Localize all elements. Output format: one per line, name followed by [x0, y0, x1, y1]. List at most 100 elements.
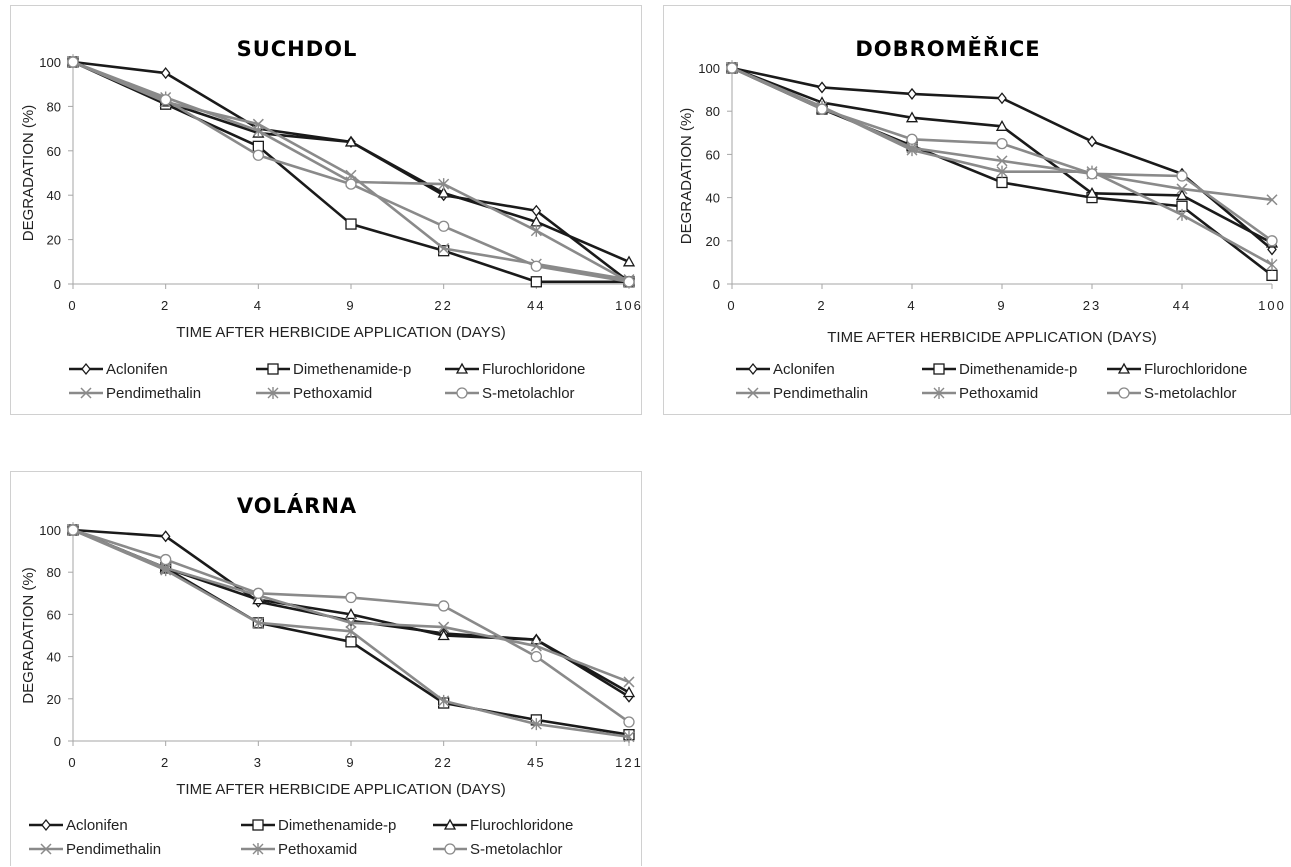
legend-label: Pethoxamid — [278, 841, 357, 858]
legend-label: Dimethenamide-p — [293, 361, 411, 378]
x-tick-label: 3 — [254, 755, 263, 770]
legend-marker-dimethenamide-p — [934, 364, 944, 374]
legend-item-pendimethalin: Pendimethalin — [736, 385, 868, 402]
chart-svg-volarna: VOLÁRNA0204060801000 2 3 9 22 45 121TIME AFTER… — [11, 472, 643, 867]
legend-label: Pendimethalin — [66, 841, 161, 858]
chart-title: VOLÁRNA — [237, 493, 357, 518]
y-tick-label: 80 — [47, 99, 61, 114]
series-line-s-metolachlor — [73, 62, 629, 282]
series-pendimethalin — [68, 57, 634, 285]
data-point-s-metolachlor — [346, 593, 356, 603]
x-axis-label: TIME AFTER HERBICIDE APPLICATION (DAYS) — [176, 781, 506, 798]
chart-panel-volarna: VOLÁRNA 0 20 40 60 80 100 0 2 3 9 22 45 121 TIME AFTER… — [10, 471, 642, 866]
legend-label: Pendimethalin — [106, 385, 201, 402]
data-point-aclonifen — [1088, 136, 1096, 146]
data-point-s-metolachlor — [439, 221, 449, 231]
data-point-aclonifen — [908, 89, 916, 99]
data-point-pethoxamid — [531, 225, 541, 237]
legend-label: Pendimethalin — [773, 385, 868, 402]
legend-marker-aclonifen — [749, 364, 757, 374]
y-axis-label: DEGRADATION (%) — [20, 105, 37, 241]
x-tick-label: 4 — [254, 298, 263, 313]
legend-item-pethoxamid: Pethoxamid — [922, 385, 1038, 402]
x-tick-label: 9 — [346, 298, 355, 313]
legend-marker-dimethenamide-p — [253, 820, 263, 830]
chart-panel-dobromerice: DOBROMĚŘICE 0 20 40 60 80 100 0 2 4 9 23 44 100 TIME A… — [663, 5, 1291, 415]
data-point-s-metolachlor — [1087, 169, 1097, 179]
x-tick-label: 2 — [161, 298, 170, 313]
legend-label: Pethoxamid — [959, 385, 1038, 402]
y-axis-label: DEGRADATION (%) — [20, 567, 37, 703]
x-tick-label: 22 — [434, 755, 452, 770]
data-point-dimethenamide-p — [346, 219, 356, 229]
data-point-s-metolachlor — [346, 179, 356, 189]
legend-label: S-metolachlor — [482, 385, 575, 402]
x-tick-label: 4 — [907, 298, 916, 313]
legend-item-pethoxamid: Pethoxamid — [256, 385, 372, 402]
legend-item-pethoxamid: Pethoxamid — [241, 841, 357, 858]
data-point-s-metolachlor — [531, 261, 541, 271]
chart-panel-suchdol: SUCHDOL 0 20 40 60 80 100 0 2 4 9 22 44 106 TIME AFTER… — [10, 5, 642, 415]
series-flurochloridone — [68, 525, 634, 696]
data-point-s-metolachlor — [997, 139, 1007, 149]
legend-item-pendimethalin: Pendimethalin — [69, 385, 201, 402]
legend-item-dimethenamide-p: Dimethenamide-p — [256, 361, 411, 378]
y-tick-label: 80 — [706, 104, 720, 119]
data-point-pethoxamid — [1177, 209, 1187, 221]
y-tick-label: 20 — [47, 692, 61, 707]
legend-label: S-metolachlor — [470, 841, 563, 858]
legend-marker-aclonifen — [82, 364, 90, 374]
x-tick-label: 100 — [1258, 298, 1286, 313]
legend-label: Aclonifen — [106, 361, 168, 378]
chart-svg-suchdol: SUCHDOL 0 20 40 60 80 100 0 2 4 9 22 44 106 TIME AFTER… — [11, 6, 643, 416]
data-point-s-metolachlor — [531, 652, 541, 662]
data-point-s-metolachlor — [253, 588, 263, 598]
data-point-dimethenamide-p — [346, 637, 356, 647]
y-tick-label: 20 — [47, 233, 61, 248]
data-point-aclonifen — [162, 68, 170, 78]
y-tick-label: 60 — [706, 147, 720, 162]
data-point-s-metolachlor — [1177, 171, 1187, 181]
series-flurochloridone — [68, 57, 634, 266]
x-axis-label: TIME AFTER HERBICIDE APPLICATION (DAYS) — [176, 324, 506, 341]
x-tick-label: 22 — [434, 298, 452, 313]
data-point-s-metolachlor — [907, 134, 917, 144]
x-tick-label: 121 — [615, 755, 643, 770]
data-point-aclonifen — [998, 93, 1006, 103]
data-point-aclonifen — [818, 82, 826, 92]
y-tick-label: 40 — [47, 650, 61, 665]
legend-label: Aclonifen — [773, 361, 835, 378]
legend-item-s-metolachlor: S-metolachlor — [445, 385, 575, 402]
x-tick-label: 2 — [817, 298, 826, 313]
x-tick-label: 2 — [161, 755, 170, 770]
y-tick-label: 40 — [706, 191, 720, 206]
series-aclonifen — [69, 57, 633, 287]
y-tick-label: 100 — [698, 61, 720, 76]
y-tick-label: 80 — [47, 565, 61, 580]
data-point-dimethenamide-p — [997, 177, 1007, 187]
legend-marker-dimethenamide-p — [268, 364, 278, 374]
series-s-metolachlor — [727, 63, 1277, 246]
legend-item-aclonifen: Aclonifen — [29, 817, 128, 834]
legend-marker-s-metolachlor — [457, 388, 467, 398]
data-point-s-metolachlor — [253, 150, 263, 160]
legend-marker-s-metolachlor — [1119, 388, 1129, 398]
y-tick-label: 60 — [47, 607, 61, 622]
data-point-s-metolachlor — [624, 277, 634, 287]
y-tick-label: 40 — [47, 188, 61, 203]
data-point-s-metolachlor — [727, 63, 737, 73]
legend-item-flurochloridone: Flurochloridone — [445, 361, 585, 378]
chart-title: DOBROMĚŘICE — [855, 36, 1040, 61]
legend-item-pendimethalin: Pendimethalin — [29, 841, 161, 858]
series-flurochloridone — [727, 63, 1277, 247]
data-point-dimethenamide-p — [1267, 270, 1277, 280]
x-tick-label: 0 — [68, 298, 77, 313]
y-tick-label: 100 — [39, 523, 61, 538]
legend-item-dimethenamide-p: Dimethenamide-p — [241, 817, 396, 834]
x-tick-label: 0 — [727, 298, 736, 313]
data-point-dimethenamide-p — [531, 277, 541, 287]
x-tick-label: 44 — [527, 298, 545, 313]
y-tick-label: 0 — [54, 277, 61, 292]
x-tick-label: 0 — [68, 755, 77, 770]
data-point-s-metolachlor — [1267, 236, 1277, 246]
